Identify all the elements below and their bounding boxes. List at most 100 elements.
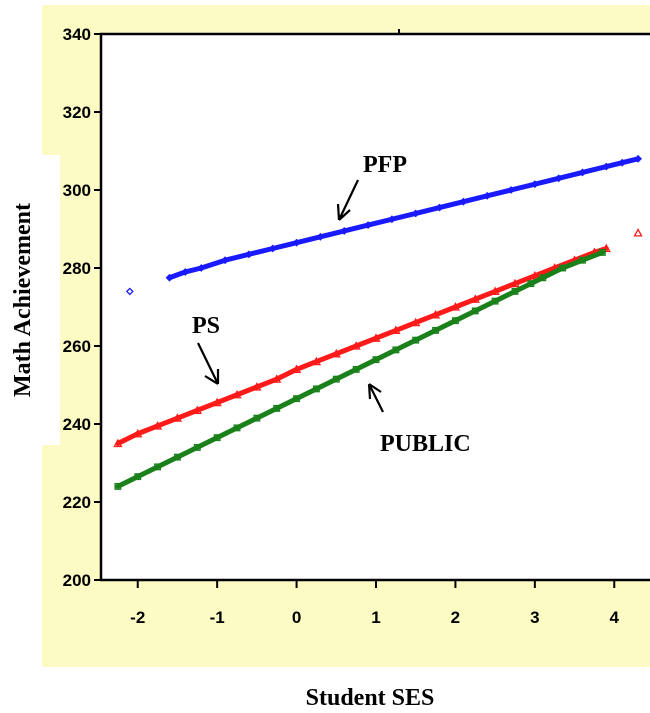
data-point-pfp [165,273,174,282]
data-point-ps [411,317,421,327]
data-point-public [114,482,122,490]
data-point-public [539,274,547,282]
x-tick-label: 1 [371,608,380,627]
annotation-label-public: PUBLIC [380,431,471,457]
data-point-public [253,414,261,422]
data-point-pfp [530,180,539,189]
x-tick-label: -2 [130,608,145,627]
data-point-ps [351,341,361,350]
series-segment [365,216,395,228]
series-segment [413,205,443,216]
data-point-pfp [340,227,349,235]
data-point-ps [272,374,282,383]
data-point-public [559,264,567,272]
data-point-public [412,336,420,344]
series-segment [508,181,538,193]
x-axis-title: Student SES [306,685,435,711]
data-point-public [579,256,586,264]
data-point-pfp [554,174,563,183]
data-point-pfp [292,238,301,247]
data-point-ps [311,356,322,366]
data-point-public [213,434,221,442]
data-point-ps [530,270,540,280]
data-point-pfp [316,232,325,241]
data-point-ps [133,428,143,438]
x-tick-label: 0 [292,608,301,627]
data-point-ps [252,382,262,391]
data-point-public [511,287,519,295]
data-point-ps [192,405,202,415]
data-point-ps [172,413,183,422]
x-tick-label: 3 [530,608,539,627]
data-point-ps [113,438,123,448]
data-point-pfp [483,191,492,200]
data-point-pfp [634,154,643,163]
series-ps [113,228,643,448]
series-segment [532,175,562,187]
data-point-public [432,326,440,334]
data-point-public [233,424,241,432]
y-tick-label: 300 [63,181,91,200]
data-point-ps [430,309,441,319]
series-segment [270,240,300,251]
series-segment [246,246,276,257]
data-point-ps [212,397,222,407]
series-segment [341,222,371,234]
y-tick-label: 240 [63,415,91,434]
data-point-pfp [268,244,277,253]
series-segment [389,210,419,222]
series-segment [317,228,347,240]
data-point-pfp [578,168,587,177]
data-point-public [154,463,162,471]
data-point-public [332,375,340,383]
series-annotations: PFP PS PUBLIC [192,152,471,457]
y-axis-title: Math Achievement [10,203,36,397]
x-tick-label: -1 [210,608,225,627]
data-point-public [273,404,281,412]
data-point-pfp [435,203,444,212]
data-point-public [193,443,201,451]
data-point-public [352,365,360,373]
data-point-public [293,395,301,403]
annotation-label-pfp: PFP [363,152,407,178]
data-point-ps [490,286,500,296]
data-point-ps [371,333,381,342]
data-points [113,154,643,490]
annotation-arrow-ps [197,342,220,385]
series-segment [198,257,228,271]
series-segment [460,193,490,205]
annotation-arrow-pfp [336,179,359,221]
data-point-ps [331,348,341,358]
series-segment [294,234,323,246]
data-point-pfp [364,221,372,230]
data-point-pfp [387,215,396,224]
data-point-pfp [618,158,627,167]
data-point-ps [291,364,302,374]
data-point-pfp [459,197,468,206]
y-tick-label: 200 [63,571,91,590]
data-point-ps [450,302,461,311]
data-point-ps [601,243,611,253]
data-point-pfp [507,186,515,194]
x-tick-label: 4 [610,608,620,627]
data-point-pfp [221,256,230,265]
y-tick-label: 280 [63,259,91,278]
y-tick-label: 260 [63,337,91,356]
annotation-arrow-public [367,383,384,413]
data-point-public [451,317,459,325]
data-point-public [527,280,535,288]
data-point-public [598,248,606,256]
annotation-label-ps: PS [192,313,220,339]
data-point-pfp [125,287,134,296]
series-public [114,248,606,490]
data-point-public [312,385,320,393]
series-segment [437,199,466,211]
series-segment [484,187,514,199]
data-point-pfp [181,267,190,276]
data-point-public [491,297,499,305]
series-segment [222,251,252,263]
data-point-pfp [602,162,611,171]
data-point-public [134,473,142,481]
data-point-ps [510,278,520,288]
data-point-public [173,453,181,461]
